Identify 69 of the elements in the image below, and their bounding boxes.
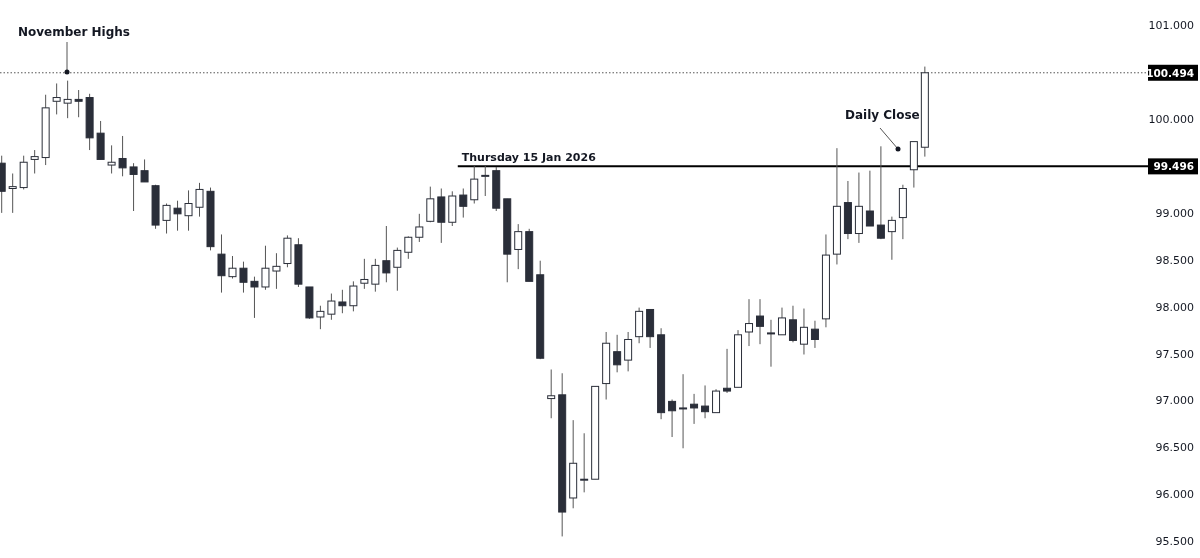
- candlestick: [8, 173, 17, 214]
- candlestick: [272, 252, 281, 290]
- candlestick: [415, 213, 424, 243]
- candlestick: [426, 186, 435, 223]
- candlestick: [756, 298, 765, 345]
- candlestick: [338, 289, 347, 314]
- candlestick: [470, 165, 479, 205]
- candlestick: [865, 170, 874, 227]
- ref-line-label: Thursday 15 Jan 2026: [461, 151, 597, 165]
- candlestick: [239, 261, 248, 294]
- y-tick-label: 101.000: [1148, 19, 1194, 33]
- y-tick-label: 100.000: [1148, 113, 1194, 127]
- y-tick-label: 97.000: [1155, 394, 1194, 408]
- candlestick: [745, 298, 754, 347]
- annotation: November Highs: [18, 25, 131, 39]
- candlestick: [349, 280, 358, 312]
- candlestick: [679, 373, 688, 449]
- candlestick: [613, 334, 622, 373]
- y-tick-label: 96.000: [1155, 488, 1194, 502]
- y-tick-label: 96.500: [1155, 441, 1194, 455]
- candlestick: [360, 258, 369, 290]
- y-tick-label: 98.000: [1155, 300, 1194, 314]
- candlestick: [129, 162, 138, 212]
- candlestick: [228, 255, 237, 280]
- candlestick: [261, 245, 270, 291]
- candlestick: [327, 293, 336, 321]
- candlestick: [217, 233, 226, 294]
- candlestick: [514, 223, 523, 270]
- candlestick: [63, 80, 72, 119]
- candlestick: [887, 216, 896, 261]
- candlestick: [668, 399, 677, 438]
- candlestick: [74, 89, 83, 118]
- candlestick: [250, 276, 259, 319]
- y-tick-label: 99.496: [1153, 160, 1194, 173]
- candlestick: [316, 305, 325, 330]
- candlestick: [712, 388, 721, 414]
- candlestick: [788, 305, 797, 343]
- candlestick: [195, 182, 204, 218]
- y-tick-label: 99.000: [1155, 206, 1194, 220]
- y-tick-label: 97.500: [1155, 347, 1194, 361]
- y-tick-label: 95.500: [1155, 535, 1194, 549]
- candlestick: [481, 165, 490, 197]
- candlestick: [30, 149, 39, 174]
- candlestick: [382, 225, 391, 283]
- candlestick: [107, 144, 116, 174]
- candlestick: [140, 158, 149, 183]
- candlestick: [701, 384, 710, 419]
- candlestick: [690, 393, 699, 425]
- candlestick: [876, 145, 885, 240]
- candlestick: [173, 200, 182, 232]
- candlestick: [624, 331, 633, 372]
- candlestick: [118, 135, 127, 177]
- candlestick: [162, 203, 171, 235]
- y-tick-label: 100.494: [1146, 66, 1194, 79]
- candlestick: [810, 320, 819, 349]
- candlestick: [580, 432, 589, 493]
- candlestick: [547, 369, 556, 419]
- candlestick: [393, 247, 402, 292]
- candlestick: [184, 189, 193, 232]
- candlestick: [799, 308, 808, 355]
- candlestick: [404, 235, 413, 260]
- candlestick: [777, 307, 786, 336]
- candlestick: [767, 319, 775, 368]
- candlestick: [723, 348, 732, 394]
- candlestick: [371, 258, 380, 293]
- candlestick: [52, 82, 61, 115]
- y-tick-label: 98.500: [1155, 253, 1194, 267]
- candlestick: [459, 188, 468, 219]
- annotation: Daily Close: [845, 108, 920, 122]
